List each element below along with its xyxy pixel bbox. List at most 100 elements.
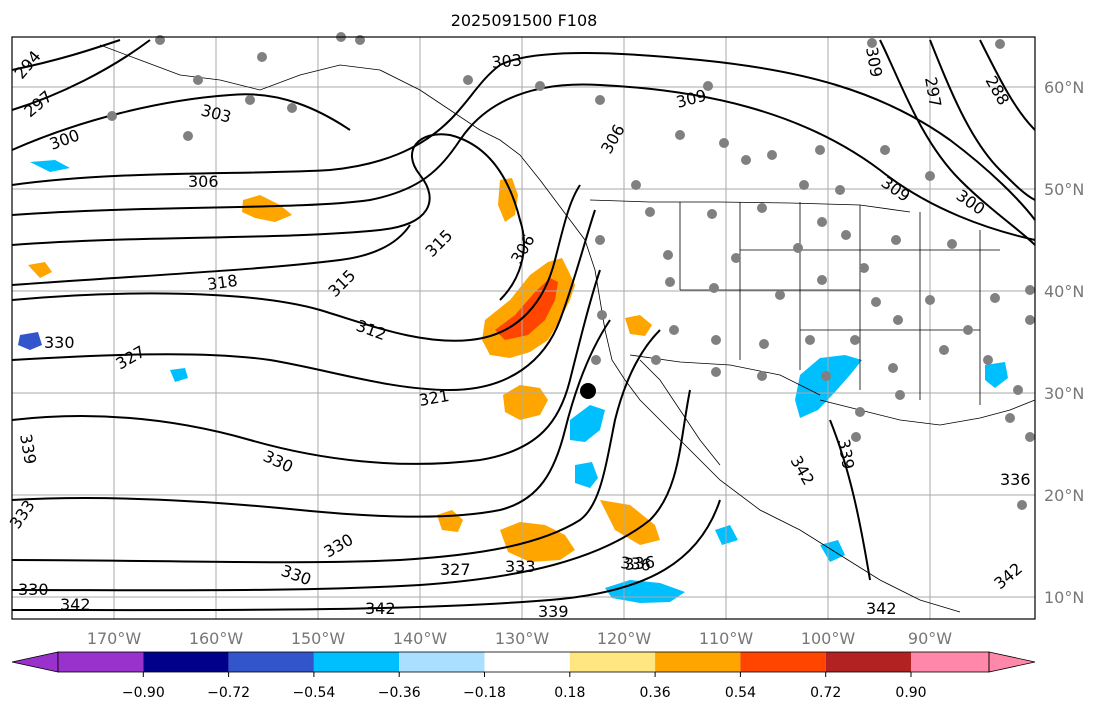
station-dot: [963, 325, 973, 335]
map-title: 2025091500 F108: [451, 11, 598, 30]
station-dot: [595, 95, 605, 105]
contour-label: 333: [505, 557, 536, 576]
station-dot: [1025, 285, 1035, 295]
contour-line: [929, 39, 1036, 201]
station-dot: [631, 180, 641, 190]
contour-label: 318: [206, 271, 239, 294]
station-dot: [990, 293, 1000, 303]
station-dot: [995, 39, 1005, 49]
positive-anomaly-patch: [242, 195, 292, 222]
station-dot: [1005, 413, 1015, 423]
station-dot: [867, 38, 877, 48]
colorbar-bin: [911, 652, 989, 672]
location-marker: [580, 383, 596, 399]
contour-label: 336: [1000, 470, 1031, 489]
station-dot: [741, 155, 751, 165]
station-dot: [663, 250, 673, 260]
colorbar-tick-label: 0.54: [725, 685, 756, 701]
contour-label: 306: [188, 172, 219, 191]
contour-line: [979, 39, 1036, 131]
colorbar-ticks: [142, 672, 912, 677]
contour-line: [11, 133, 525, 301]
negative-anomaly-patch: [30, 160, 70, 172]
contour-line: [11, 39, 121, 71]
colorbar-bin: [228, 652, 314, 672]
station-dot: [871, 297, 881, 307]
station-dot: [651, 355, 661, 365]
colorbar-bin: [740, 652, 826, 672]
station-dot: [895, 390, 905, 400]
gulf-of-california: [639, 359, 721, 466]
station-dot: [1025, 432, 1035, 442]
lat-label: 50°N: [1044, 180, 1084, 199]
station-dot: [245, 95, 255, 105]
station-dot: [669, 325, 679, 335]
station-dot: [675, 130, 685, 140]
contour-line: [11, 93, 351, 151]
contour-label: 303: [491, 50, 523, 72]
colorbar: −0.90 −0.72 −0.54 −0.36 −0.18 0.18 0.36 …: [11, 651, 1036, 701]
contour-label: 330: [44, 333, 75, 352]
station-dot: [851, 432, 861, 442]
contour-line: [11, 52, 1036, 221]
station-dot: [257, 52, 267, 62]
positive-anomaly-patch: [600, 500, 660, 545]
contour-line: [11, 39, 151, 111]
station-dot: [1025, 315, 1035, 325]
station-dot: [731, 253, 741, 263]
station-dot: [711, 367, 721, 377]
lon-label: 140°W: [393, 629, 448, 648]
station-dot: [757, 203, 767, 213]
station-dot: [665, 277, 675, 287]
colorbar-tick-label: −0.54: [292, 685, 335, 701]
station-dot: [893, 315, 903, 325]
station-dot: [793, 243, 803, 253]
lon-label: 150°W: [291, 629, 346, 648]
contour-label: 336: [624, 552, 656, 574]
colorbar-tick-label: −0.18: [463, 685, 506, 701]
lon-label: 170°W: [87, 629, 142, 648]
lat-label: 30°N: [1044, 384, 1084, 403]
station-dot: [757, 371, 767, 381]
station-dot: [815, 145, 825, 155]
contour-line: [11, 184, 581, 342]
lon-label: 110°W: [699, 629, 754, 648]
colorbar-bin: [399, 652, 485, 672]
us-mexico-border: [629, 354, 821, 396]
station-dot: [888, 363, 898, 373]
station-dot: [107, 111, 117, 121]
station-dot: [835, 185, 845, 195]
station-dot: [287, 103, 297, 113]
station-dot: [703, 81, 713, 91]
station-dot: [855, 407, 865, 417]
station-dot: [925, 295, 935, 305]
station-dot: [805, 335, 815, 345]
negative-anomaly-patch: [575, 462, 598, 488]
lon-label: 160°W: [189, 629, 244, 648]
contour-label: 342: [60, 595, 91, 614]
lon-label: 100°W: [801, 629, 856, 648]
lat-label: 60°N: [1044, 78, 1084, 97]
station-dot: [880, 145, 890, 155]
colorbar-bin: [569, 652, 656, 672]
colorbar-bin: [655, 652, 741, 672]
station-dot: [535, 81, 545, 91]
contour-label: 336: [620, 553, 652, 575]
station-dot: [767, 150, 777, 160]
contour-line: [879, 39, 1036, 246]
map-panel: 294 297 300 303 306 309 312 315 318 321 …: [6, 32, 1036, 621]
lon-label: 120°W: [597, 629, 652, 648]
station-dot: [591, 355, 601, 365]
latitude-labels: 60°N 50°N 40°N 30°N 20°N 10°N: [1044, 78, 1084, 607]
station-dot: [183, 131, 193, 141]
colorbar-tick-label: −0.36: [378, 685, 421, 701]
contour-line: [11, 319, 611, 518]
station-dot: [595, 235, 605, 245]
contour-line: [11, 389, 691, 592]
station-dot: [1013, 385, 1023, 395]
lon-label: 90°W: [908, 629, 952, 648]
colorbar-extend-low: [11, 651, 59, 673]
station-dot: [841, 230, 851, 240]
contour-label: 339: [538, 602, 569, 621]
